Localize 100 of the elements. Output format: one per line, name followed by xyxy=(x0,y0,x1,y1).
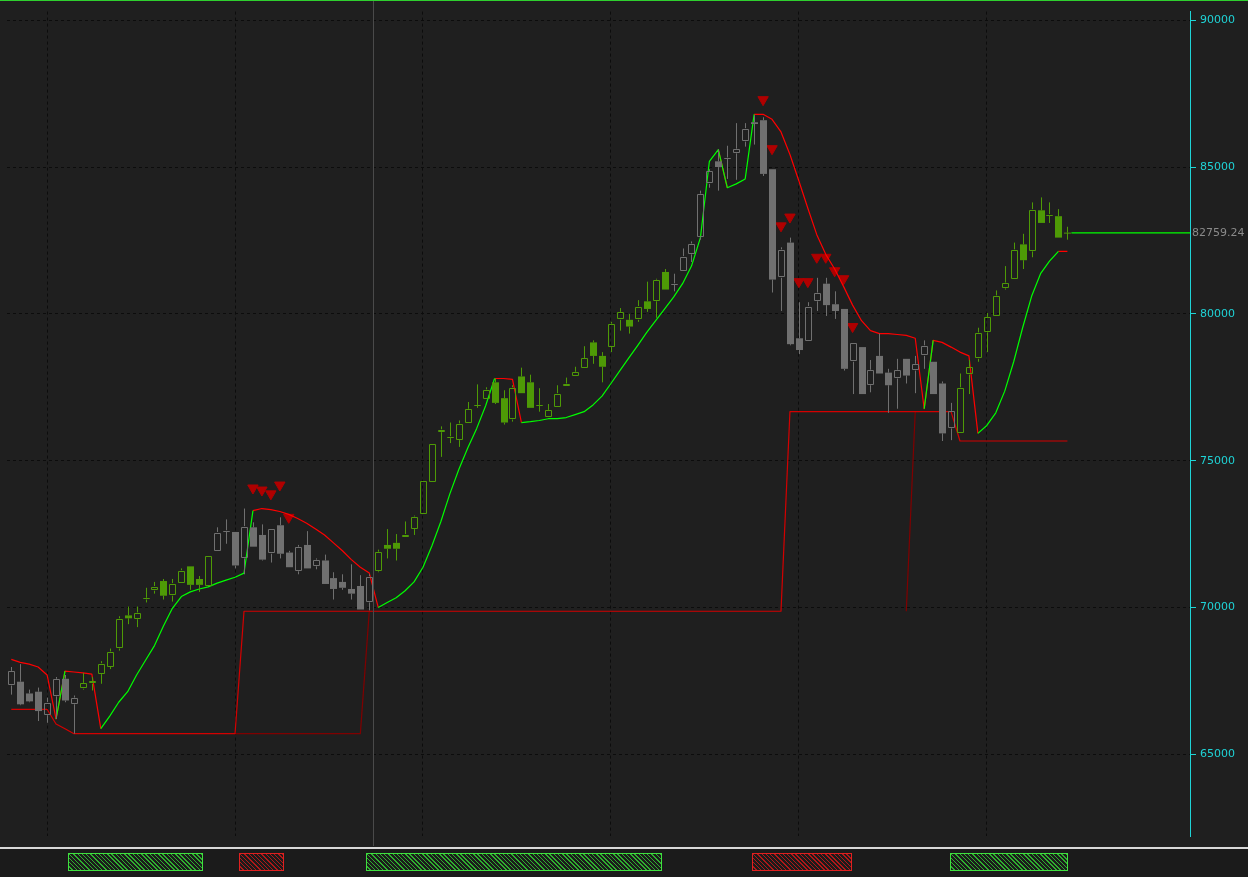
candlestick xyxy=(832,290,839,320)
point xyxy=(775,222,787,233)
candlestick xyxy=(483,386,490,399)
candlestick xyxy=(635,299,642,323)
candlestick xyxy=(850,343,857,395)
candlestick xyxy=(89,676,96,692)
candlestick xyxy=(751,114,758,146)
candlestick xyxy=(1064,226,1071,241)
candlestick xyxy=(214,526,221,551)
candlestick xyxy=(921,339,928,370)
candlestick xyxy=(277,516,284,559)
candlestick xyxy=(438,425,445,458)
y-tick-label: 80000 xyxy=(1200,306,1235,320)
candlestick xyxy=(644,281,651,313)
point xyxy=(802,278,814,289)
candlestick xyxy=(778,246,785,312)
candlestick xyxy=(948,402,955,441)
candlestick xyxy=(1020,233,1027,270)
candlestick xyxy=(187,566,194,591)
candlestick xyxy=(706,168,713,189)
candlestick xyxy=(742,122,749,148)
candlestick xyxy=(957,373,964,433)
candlestick xyxy=(599,351,606,383)
candlestick xyxy=(250,521,257,547)
point xyxy=(757,96,769,107)
y-tick-label: 65000 xyxy=(1200,747,1235,761)
candlestick xyxy=(572,366,579,376)
candlestick xyxy=(268,529,275,564)
candlestick xyxy=(769,169,776,293)
candlestick xyxy=(993,289,1000,316)
candlestick xyxy=(465,401,472,423)
candlestick xyxy=(339,573,346,591)
y-tick-label: 70000 xyxy=(1200,600,1235,614)
candlestick xyxy=(71,695,78,735)
candlestick xyxy=(608,321,615,353)
candlestick xyxy=(984,312,991,353)
candlestick xyxy=(554,384,561,407)
candlestick xyxy=(456,419,463,448)
candlestick xyxy=(814,277,821,312)
candlestick xyxy=(178,567,185,583)
candlestick xyxy=(796,301,803,355)
y-tick-label: 85000 xyxy=(1200,160,1235,174)
candlestick xyxy=(98,660,105,685)
point xyxy=(256,486,268,497)
candlestick xyxy=(1038,196,1045,223)
candlestick xyxy=(402,520,409,537)
candlestick xyxy=(44,697,51,724)
candlestick xyxy=(241,508,248,575)
candlestick xyxy=(590,339,597,365)
candlestick xyxy=(885,368,892,414)
candlestick xyxy=(116,615,123,652)
candlestick xyxy=(125,606,132,625)
candlestick xyxy=(259,523,266,560)
point xyxy=(837,275,850,286)
candlestick xyxy=(232,532,239,569)
candlestick xyxy=(53,676,60,720)
candlestick xyxy=(733,122,740,181)
candlestick xyxy=(662,268,669,290)
candlestick xyxy=(805,301,812,341)
candlestick xyxy=(545,403,552,417)
candlestick xyxy=(393,533,400,561)
point xyxy=(766,145,778,156)
candlestick xyxy=(760,116,767,177)
point xyxy=(274,481,286,492)
y-tick-label: 90000 xyxy=(1200,13,1235,27)
candlestick xyxy=(894,358,901,410)
candlestick xyxy=(617,307,624,332)
candlestick xyxy=(366,573,373,611)
candlestick xyxy=(375,549,382,571)
point xyxy=(793,278,805,289)
point xyxy=(811,253,823,264)
candlestick xyxy=(680,247,687,271)
candlestick xyxy=(841,308,848,372)
candlestick xyxy=(966,359,973,395)
candlestick xyxy=(62,674,69,703)
candlestick xyxy=(286,550,293,568)
candlestick xyxy=(304,530,311,569)
candlestick xyxy=(697,190,704,241)
candlestick xyxy=(715,149,722,192)
point xyxy=(784,213,796,224)
candlestick xyxy=(151,581,158,595)
y-tick-label: 75000 xyxy=(1200,453,1235,467)
candlestick xyxy=(160,578,167,601)
candlestick xyxy=(196,575,203,593)
candlestick xyxy=(688,240,695,263)
ref-line-label: 82759.24 xyxy=(1192,225,1245,239)
candlestick xyxy=(787,237,794,345)
candlestick xyxy=(348,563,355,601)
candlestick xyxy=(384,528,391,559)
candlestick xyxy=(295,544,302,575)
candlestick xyxy=(357,574,364,610)
candlestick xyxy=(134,606,141,628)
candlestick xyxy=(876,333,883,374)
candlestick xyxy=(169,578,176,603)
candlestick xyxy=(581,345,588,368)
candlestick xyxy=(939,380,946,442)
candlestick xyxy=(17,663,24,705)
candlestick xyxy=(8,666,15,696)
candlestick xyxy=(626,313,633,335)
point xyxy=(247,484,259,495)
